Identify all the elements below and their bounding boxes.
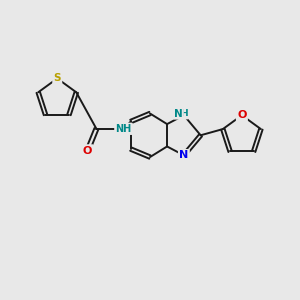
Text: O: O <box>83 146 92 156</box>
Text: H: H <box>180 109 188 118</box>
Text: S: S <box>53 74 61 83</box>
Text: N: N <box>174 109 183 119</box>
Text: N: N <box>179 150 188 160</box>
Text: NH: NH <box>116 124 132 134</box>
Text: O: O <box>237 110 247 120</box>
